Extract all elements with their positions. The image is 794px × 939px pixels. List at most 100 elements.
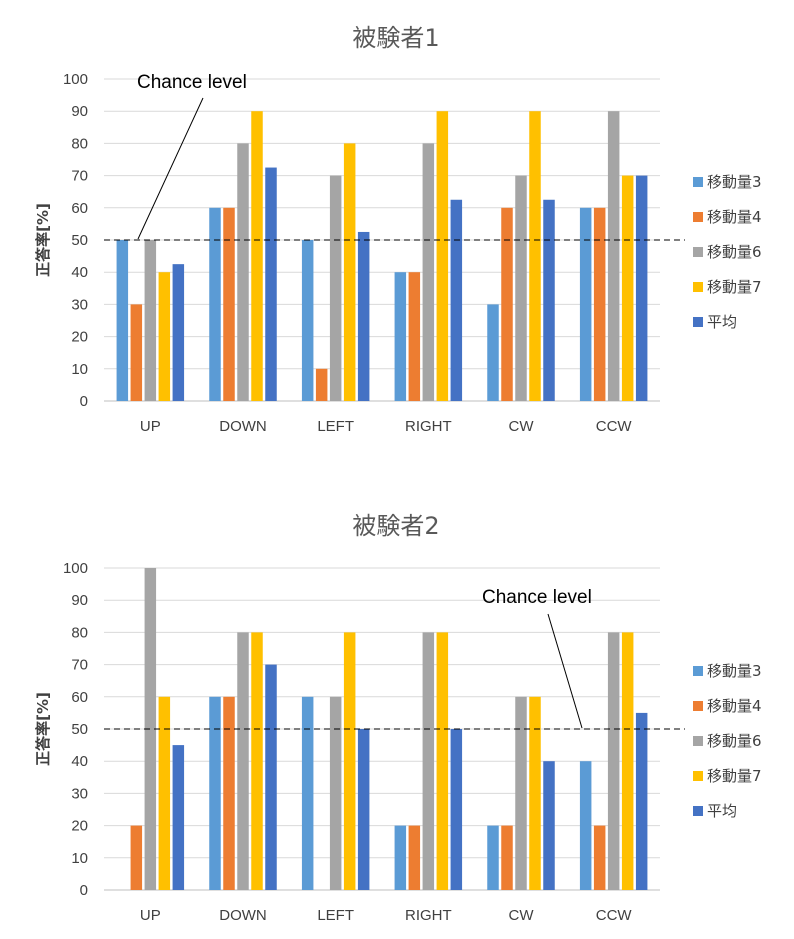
y-tick-label: 100 bbox=[63, 71, 88, 88]
bar-down-series-5 bbox=[265, 664, 277, 890]
legend-item: 移動量3 bbox=[693, 173, 762, 191]
bar-down-series-4 bbox=[251, 111, 263, 401]
legend-label: 移動量7 bbox=[707, 278, 762, 296]
legend-item: 移動量7 bbox=[693, 767, 762, 785]
legend-item: 移動量6 bbox=[693, 243, 762, 261]
bar-down-series-2 bbox=[223, 696, 235, 890]
bar-up-series-3 bbox=[144, 240, 157, 401]
legend-item: 移動量4 bbox=[693, 697, 762, 715]
x-tick-label: RIGHT bbox=[405, 907, 452, 924]
y-tick-label: 80 bbox=[71, 624, 88, 641]
bar-cw-series-2 bbox=[501, 825, 513, 890]
bar-ccw-series-1 bbox=[579, 207, 592, 401]
legend-item: 移動量3 bbox=[693, 662, 762, 680]
y-tick-label: 90 bbox=[71, 103, 88, 120]
y-tick-label: 70 bbox=[71, 657, 88, 674]
legend-item: 移動量7 bbox=[693, 278, 762, 296]
bar-ccw-series-2 bbox=[593, 207, 606, 401]
legend-swatch bbox=[693, 282, 703, 292]
bar-right-series-4 bbox=[436, 632, 449, 890]
y-tick-label: 40 bbox=[71, 264, 88, 281]
y-tick-label: 30 bbox=[71, 296, 88, 313]
bar-ccw-series-4 bbox=[621, 632, 634, 890]
legend-swatch bbox=[693, 736, 703, 746]
y-tick-label: 60 bbox=[71, 689, 88, 706]
bar-right-series-4 bbox=[436, 111, 449, 401]
bar-right-series-2 bbox=[408, 272, 421, 401]
chance-level-annotation: Chance level bbox=[137, 72, 247, 93]
bar-down-series-3 bbox=[237, 632, 249, 890]
legend-label: 移動量4 bbox=[707, 208, 762, 226]
legend-swatch bbox=[693, 212, 703, 222]
bar-down-series-5 bbox=[265, 167, 277, 401]
y-tick-label: 100 bbox=[63, 560, 88, 577]
bar-left-series-4 bbox=[343, 632, 356, 890]
legend-swatch bbox=[693, 317, 703, 327]
bar-cw-series-5 bbox=[543, 199, 555, 401]
legend-swatch bbox=[693, 771, 703, 781]
y-tick-label: 20 bbox=[71, 329, 88, 346]
bar-up-series-3 bbox=[144, 568, 157, 890]
legend-label: 移動量3 bbox=[707, 173, 762, 191]
bar-left-series-1 bbox=[301, 240, 314, 401]
chance-level-annotation: Chance level bbox=[482, 587, 592, 608]
bar-cw-series-1 bbox=[487, 825, 499, 890]
y-tick-label: 0 bbox=[80, 882, 88, 899]
legend-item: 移動量6 bbox=[693, 732, 762, 750]
y-tick-label: 60 bbox=[71, 200, 88, 217]
legend-label: 平均 bbox=[707, 802, 737, 820]
y-tick-label: 10 bbox=[71, 361, 88, 378]
legend-swatch bbox=[693, 701, 703, 711]
y-tick-label: 80 bbox=[71, 135, 88, 152]
bar-cw-series-3 bbox=[515, 175, 527, 401]
bar-right-series-3 bbox=[422, 143, 435, 401]
bar-up-series-5 bbox=[172, 264, 185, 401]
bar-up-series-4 bbox=[158, 696, 171, 890]
bar-left-series-1 bbox=[301, 696, 314, 890]
annotation-leader-line bbox=[547, 613, 583, 729]
bar-ccw-series-4 bbox=[621, 175, 634, 401]
y-axis-label: 正答率[%] bbox=[34, 203, 52, 277]
bar-ccw-series-2 bbox=[593, 825, 606, 890]
bar-left-series-2 bbox=[315, 368, 328, 401]
y-tick-label: 90 bbox=[71, 592, 88, 609]
bar-down-series-2 bbox=[223, 207, 235, 401]
x-tick-label: CW bbox=[509, 418, 535, 435]
y-tick-label: 70 bbox=[71, 168, 88, 185]
bar-down-series-1 bbox=[209, 207, 221, 401]
legend-swatch bbox=[693, 666, 703, 676]
x-tick-label: UP bbox=[140, 907, 161, 924]
bar-cw-series-4 bbox=[529, 696, 541, 890]
y-axis-label: 正答率[%] bbox=[34, 692, 52, 766]
x-tick-label: CCW bbox=[596, 418, 633, 435]
bar-down-series-3 bbox=[237, 143, 249, 401]
bar-cw-series-5 bbox=[543, 761, 555, 890]
bar-right-series-1 bbox=[394, 272, 407, 401]
legend-swatch bbox=[693, 806, 703, 816]
bar-ccw-series-5 bbox=[635, 175, 648, 401]
bar-right-series-5 bbox=[450, 729, 463, 890]
bar-up-series-1 bbox=[116, 240, 129, 401]
bar-left-series-5 bbox=[357, 729, 370, 890]
legend-item: 平均 bbox=[693, 802, 737, 820]
annotation-leader-line bbox=[137, 97, 204, 240]
bar-right-series-3 bbox=[422, 632, 435, 890]
bar-cw-series-2 bbox=[501, 207, 513, 401]
bar-left-series-5 bbox=[357, 231, 370, 401]
legend-label: 移動量7 bbox=[707, 767, 762, 785]
bar-right-series-2 bbox=[408, 825, 421, 890]
bar-left-series-3 bbox=[329, 175, 342, 401]
y-tick-label: 40 bbox=[71, 753, 88, 770]
bar-up-series-5 bbox=[172, 745, 185, 890]
bar-ccw-series-3 bbox=[607, 632, 620, 890]
legend-item: 移動量4 bbox=[693, 208, 762, 226]
bar-right-series-5 bbox=[450, 199, 463, 401]
bar-down-series-1 bbox=[209, 696, 221, 890]
bar-left-series-4 bbox=[343, 143, 356, 401]
x-tick-label: LEFT bbox=[317, 907, 354, 924]
y-tick-label: 50 bbox=[71, 721, 88, 738]
bar-cw-series-4 bbox=[529, 111, 541, 401]
x-tick-label: LEFT bbox=[317, 418, 354, 435]
bar-cw-series-3 bbox=[515, 696, 527, 890]
bar-up-series-2 bbox=[130, 825, 143, 890]
